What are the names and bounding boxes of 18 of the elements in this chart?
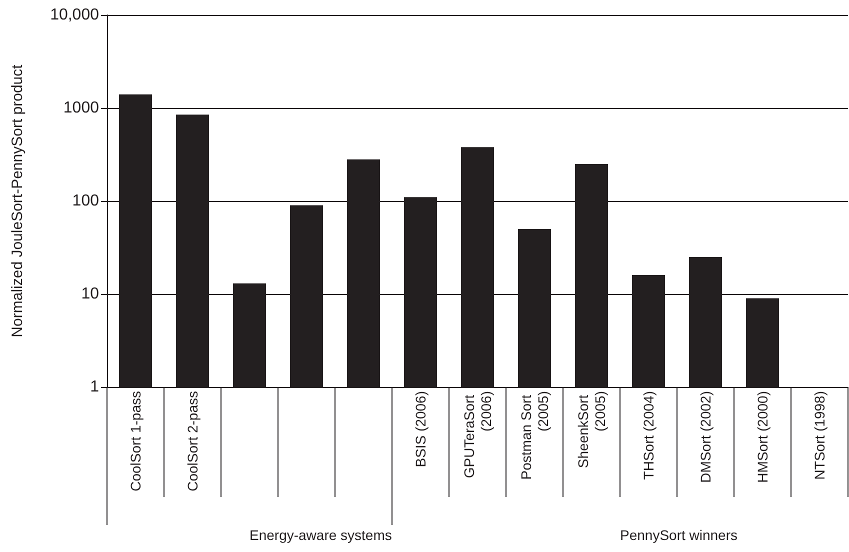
x-tick-label: GPUTeraSort (2006)	[461, 391, 494, 478]
x-tick-label: SheenkSort (2005)	[575, 391, 608, 468]
x-tick-label: CoolSort 1-pass	[128, 391, 144, 492]
x-tick-label: THSort (2004)	[640, 391, 656, 480]
y-tick-label: 1	[90, 378, 100, 396]
y-tick-label: 10	[81, 286, 100, 302]
y-tick-label: 100	[72, 192, 100, 210]
x-tick-label: CoolSort 2-pass	[184, 391, 200, 492]
y-tick-label: 10,000	[50, 6, 100, 24]
y-tick-label: 1000	[63, 100, 100, 116]
x-tick-label: BSIS (2006)	[412, 391, 428, 468]
x-tick-label: Postman Sort (2005)	[518, 391, 551, 480]
x-tick-label: DMSort (2002)	[698, 391, 714, 483]
x-tick-label: NTSort (1998)	[812, 391, 828, 480]
text: PennySort winners	[620, 527, 738, 543]
text: Energy-aware systems	[249, 527, 392, 543]
x-tick-label: HMSort (2000)	[754, 391, 770, 483]
y-axis-title: Normalized JouleSort-PennySort product	[9, 64, 26, 338]
